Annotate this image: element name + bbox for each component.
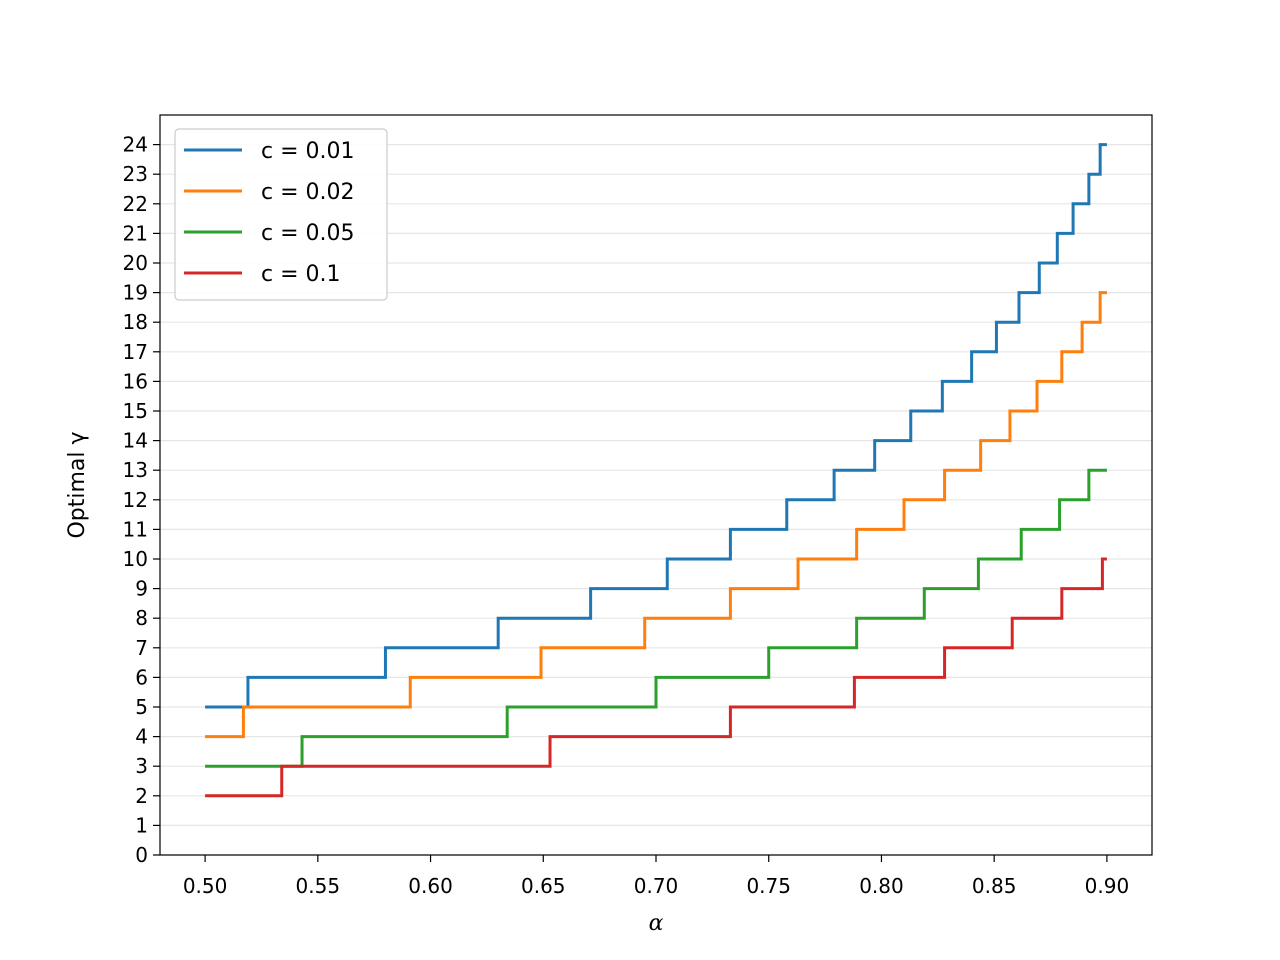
y-tick-label: 22 [123, 192, 148, 216]
y-tick-label: 2 [135, 784, 148, 808]
x-tick-label: 0.90 [1085, 874, 1130, 898]
y-tick-label: 19 [123, 281, 148, 305]
y-tick-label: 23 [123, 162, 148, 186]
series-line-3 [205, 557, 1107, 798]
y-tick-label: 18 [123, 310, 148, 334]
y-tick-label: 15 [123, 399, 148, 423]
x-tick-label: 0.60 [408, 874, 453, 898]
y-tick-label: 24 [123, 133, 148, 157]
y-tick-label: 20 [123, 251, 148, 275]
y-tick-label: 10 [123, 547, 148, 571]
y-tick-label: 3 [135, 754, 148, 778]
legend-label-0: c = 0.01 [261, 139, 355, 164]
y-tick-label: 16 [123, 369, 148, 393]
y-tick-label: 7 [135, 636, 148, 660]
x-tick-label: 0.55 [296, 874, 341, 898]
x-tick-label: 0.70 [634, 874, 679, 898]
y-tick-label: 9 [135, 577, 148, 601]
series-line-0 [205, 143, 1107, 709]
y-tick-label: 6 [135, 665, 148, 689]
x-axis-label: α [649, 911, 664, 936]
series-lines [205, 143, 1107, 798]
y-tick-label: 11 [123, 517, 148, 541]
x-tick-label: 0.75 [746, 874, 791, 898]
x-tick-label: 0.50 [183, 874, 228, 898]
x-tick-label: 0.65 [521, 874, 566, 898]
y-tick-label: 4 [135, 725, 148, 749]
legend: c = 0.01 c = 0.02 c = 0.05 c = 0.1 [174, 128, 388, 301]
x-axis-ticks: 0.50 0.55 0.60 0.65 0.70 0.75 0.80 0.85 0.90 [183, 855, 1129, 898]
legend-box [174, 128, 388, 301]
y-tick-label: 13 [123, 458, 148, 482]
y-tick-label: 12 [123, 488, 148, 512]
y-tick-label: 8 [135, 606, 148, 630]
y-tick-label: 14 [123, 429, 148, 453]
y-tick-label: 21 [123, 221, 148, 245]
y-tick-label: 1 [135, 813, 148, 837]
y-tick-label: 0 [135, 843, 148, 867]
series-line-2 [205, 468, 1107, 768]
y-tick-label: 17 [123, 340, 148, 364]
series-line-1 [205, 291, 1107, 739]
y-axis-label: Optimal γ [65, 431, 90, 538]
y-tick-label: 5 [135, 695, 148, 719]
x-tick-label: 0.85 [972, 874, 1017, 898]
x-tick-label: 0.80 [859, 874, 904, 898]
legend-label-1: c = 0.02 [261, 180, 355, 205]
legend-label-2: c = 0.05 [261, 221, 355, 246]
legend-label-3: c = 0.1 [261, 262, 341, 287]
